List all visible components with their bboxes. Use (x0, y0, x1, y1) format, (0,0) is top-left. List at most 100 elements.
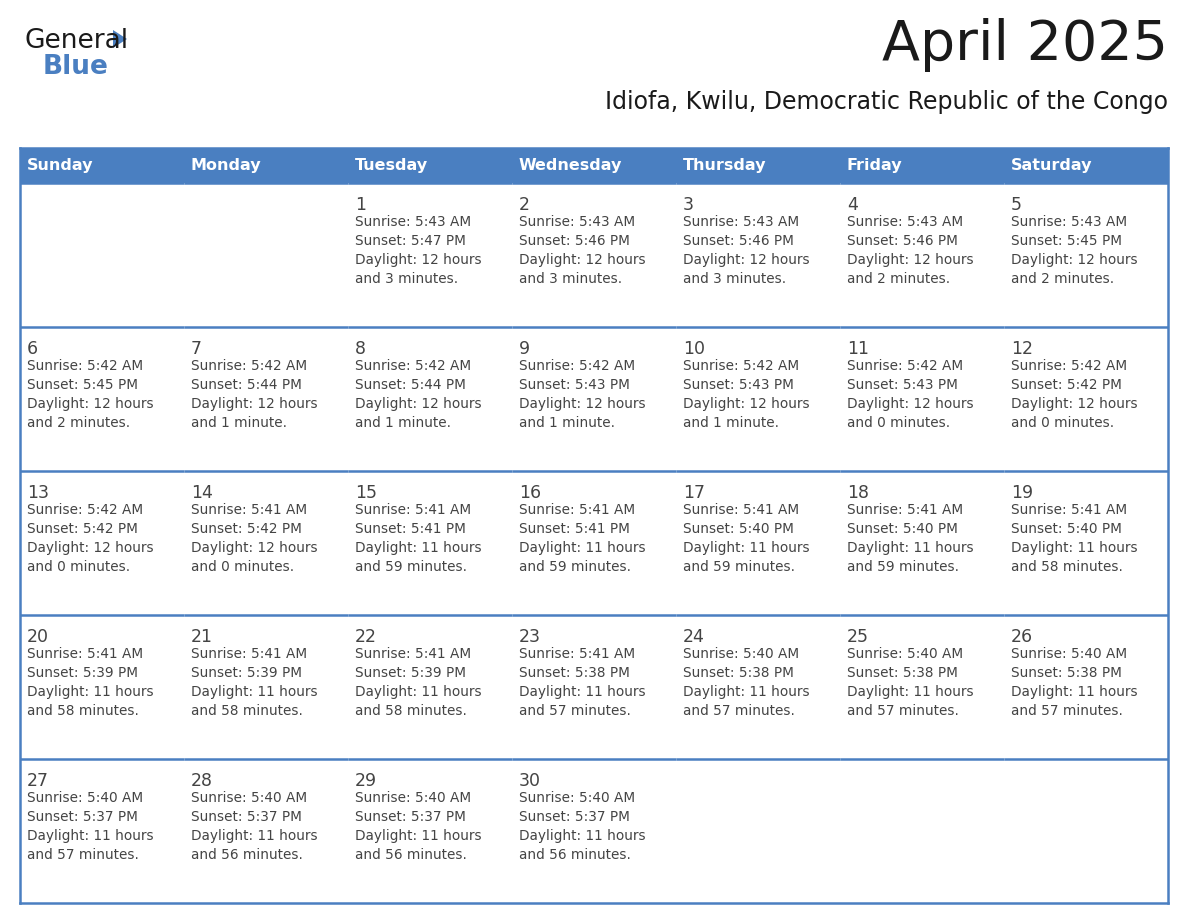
Text: Daylight: 11 hours: Daylight: 11 hours (355, 685, 481, 699)
Bar (20, 759, 184, 903)
Text: Daylight: 11 hours: Daylight: 11 hours (27, 685, 153, 699)
Text: Daylight: 12 hours: Daylight: 12 hours (191, 541, 317, 555)
Text: Sunrise: 5:43 AM: Sunrise: 5:43 AM (683, 215, 800, 229)
Bar (348, 471, 512, 615)
Text: and 59 minutes.: and 59 minutes. (683, 560, 795, 574)
Text: Daylight: 12 hours: Daylight: 12 hours (519, 253, 645, 267)
Bar (676, 327, 840, 471)
Bar (840, 148, 1004, 183)
Text: Daylight: 12 hours: Daylight: 12 hours (27, 541, 153, 555)
Text: Sunset: 5:47 PM: Sunset: 5:47 PM (355, 234, 466, 248)
Bar (1004, 148, 1168, 183)
Text: 6: 6 (27, 340, 38, 358)
Text: Sunset: 5:40 PM: Sunset: 5:40 PM (683, 522, 794, 536)
Text: 14: 14 (191, 484, 213, 502)
Text: and 58 minutes.: and 58 minutes. (191, 704, 303, 718)
Text: Sunset: 5:40 PM: Sunset: 5:40 PM (1011, 522, 1121, 536)
Text: Sunset: 5:37 PM: Sunset: 5:37 PM (191, 810, 302, 824)
Bar (840, 471, 1004, 615)
Text: and 57 minutes.: and 57 minutes. (27, 848, 139, 862)
Text: Tuesday: Tuesday (355, 158, 428, 173)
Text: Sunset: 5:43 PM: Sunset: 5:43 PM (519, 378, 630, 392)
Text: Sunset: 5:38 PM: Sunset: 5:38 PM (683, 666, 794, 680)
Text: Daylight: 12 hours: Daylight: 12 hours (27, 397, 153, 411)
Text: 3: 3 (683, 196, 694, 214)
Text: Sunset: 5:37 PM: Sunset: 5:37 PM (355, 810, 466, 824)
Text: and 56 minutes.: and 56 minutes. (191, 848, 303, 862)
Text: 16: 16 (519, 484, 541, 502)
Text: Daylight: 11 hours: Daylight: 11 hours (847, 685, 974, 699)
Text: and 2 minutes.: and 2 minutes. (847, 272, 950, 286)
Text: Sunrise: 5:40 AM: Sunrise: 5:40 AM (355, 791, 472, 805)
Text: Sunrise: 5:42 AM: Sunrise: 5:42 AM (27, 359, 143, 373)
Text: 13: 13 (27, 484, 49, 502)
Text: Sunset: 5:41 PM: Sunset: 5:41 PM (355, 522, 466, 536)
Text: Sunset: 5:39 PM: Sunset: 5:39 PM (191, 666, 302, 680)
Text: Daylight: 12 hours: Daylight: 12 hours (1011, 253, 1138, 267)
Text: and 3 minutes.: and 3 minutes. (355, 272, 459, 286)
Bar (840, 183, 1004, 327)
Text: and 1 minute.: and 1 minute. (683, 416, 779, 430)
Text: 10: 10 (683, 340, 704, 358)
Text: 7: 7 (191, 340, 202, 358)
Text: Sunrise: 5:40 AM: Sunrise: 5:40 AM (191, 791, 308, 805)
Text: Sunrise: 5:42 AM: Sunrise: 5:42 AM (191, 359, 308, 373)
Text: Sunset: 5:43 PM: Sunset: 5:43 PM (683, 378, 794, 392)
Text: 22: 22 (355, 628, 377, 646)
Text: Daylight: 12 hours: Daylight: 12 hours (355, 253, 481, 267)
Bar (184, 615, 348, 759)
Text: Daylight: 12 hours: Daylight: 12 hours (191, 397, 317, 411)
Text: 26: 26 (1011, 628, 1034, 646)
Bar (348, 148, 512, 183)
Text: and 0 minutes.: and 0 minutes. (1011, 416, 1114, 430)
Text: Sunset: 5:45 PM: Sunset: 5:45 PM (27, 378, 138, 392)
Text: Sunrise: 5:41 AM: Sunrise: 5:41 AM (355, 503, 472, 517)
Text: and 59 minutes.: and 59 minutes. (519, 560, 631, 574)
Text: 8: 8 (355, 340, 366, 358)
Text: Sunrise: 5:42 AM: Sunrise: 5:42 AM (1011, 359, 1127, 373)
Text: and 57 minutes.: and 57 minutes. (683, 704, 795, 718)
Bar (348, 615, 512, 759)
Bar (512, 759, 676, 903)
Text: 18: 18 (847, 484, 868, 502)
Text: 11: 11 (847, 340, 868, 358)
Text: Sunset: 5:44 PM: Sunset: 5:44 PM (191, 378, 302, 392)
Text: and 57 minutes.: and 57 minutes. (847, 704, 959, 718)
Text: Sunset: 5:42 PM: Sunset: 5:42 PM (27, 522, 138, 536)
Text: Daylight: 12 hours: Daylight: 12 hours (519, 397, 645, 411)
Bar (20, 471, 184, 615)
Text: Daylight: 11 hours: Daylight: 11 hours (683, 541, 810, 555)
Text: Sunrise: 5:40 AM: Sunrise: 5:40 AM (519, 791, 636, 805)
Text: 4: 4 (847, 196, 858, 214)
Text: 9: 9 (519, 340, 530, 358)
Text: Daylight: 12 hours: Daylight: 12 hours (847, 397, 974, 411)
Bar (184, 327, 348, 471)
Text: Sunset: 5:38 PM: Sunset: 5:38 PM (847, 666, 958, 680)
Text: Sunrise: 5:43 AM: Sunrise: 5:43 AM (1011, 215, 1127, 229)
Bar (1004, 615, 1168, 759)
Bar (348, 327, 512, 471)
Text: Sunrise: 5:42 AM: Sunrise: 5:42 AM (683, 359, 800, 373)
Text: Daylight: 11 hours: Daylight: 11 hours (519, 829, 645, 843)
Text: Sunset: 5:37 PM: Sunset: 5:37 PM (27, 810, 138, 824)
Bar (512, 183, 676, 327)
Text: Daylight: 11 hours: Daylight: 11 hours (27, 829, 153, 843)
Text: Sunrise: 5:43 AM: Sunrise: 5:43 AM (519, 215, 636, 229)
Text: and 56 minutes.: and 56 minutes. (355, 848, 467, 862)
Text: Daylight: 12 hours: Daylight: 12 hours (847, 253, 974, 267)
Text: and 59 minutes.: and 59 minutes. (355, 560, 467, 574)
Text: and 0 minutes.: and 0 minutes. (191, 560, 295, 574)
Text: 5: 5 (1011, 196, 1022, 214)
Text: Sunrise: 5:40 AM: Sunrise: 5:40 AM (847, 647, 963, 661)
Text: Sunset: 5:46 PM: Sunset: 5:46 PM (683, 234, 794, 248)
Bar (184, 183, 348, 327)
Text: Sunset: 5:38 PM: Sunset: 5:38 PM (519, 666, 630, 680)
Bar (840, 615, 1004, 759)
Bar (512, 327, 676, 471)
Bar (1004, 759, 1168, 903)
Text: Saturday: Saturday (1011, 158, 1093, 173)
Text: Sunrise: 5:42 AM: Sunrise: 5:42 AM (847, 359, 963, 373)
Bar (20, 183, 184, 327)
Text: Sunrise: 5:41 AM: Sunrise: 5:41 AM (847, 503, 963, 517)
Text: Daylight: 11 hours: Daylight: 11 hours (355, 829, 481, 843)
